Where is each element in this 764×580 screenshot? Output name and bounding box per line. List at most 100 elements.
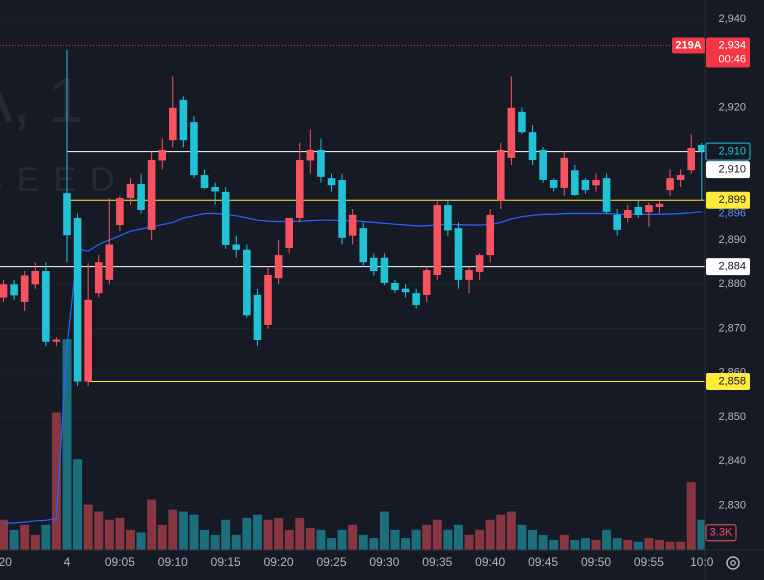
volume-bar: [485, 519, 495, 550]
price-axis: 2,9402,9202,8902,8802,8702,8602,8502,840…: [705, 13, 751, 542]
candle-body: [63, 193, 71, 236]
volume-bar: [41, 524, 51, 550]
candle-body: [158, 149, 167, 161]
candle-body: [602, 178, 611, 212]
candle-body: [454, 228, 463, 280]
volume-bar: [443, 529, 453, 550]
volume-bar: [200, 529, 210, 550]
volume-bar: [189, 514, 199, 550]
volume-bar: [274, 517, 284, 550]
candle-body: [528, 132, 537, 161]
volume-bar: [432, 519, 442, 550]
candle-body: [634, 206, 643, 215]
volume-bar: [20, 524, 30, 550]
candle-body: [359, 228, 368, 263]
volume-bar: [411, 529, 421, 550]
candle-body: [676, 175, 685, 180]
x-tick-label: :20: [0, 555, 12, 569]
watermark: A, 1: [0, 64, 84, 136]
volume-bar: [591, 539, 601, 550]
volume-bar: [136, 532, 146, 550]
volume-bar: [697, 519, 705, 550]
volume-bar: [369, 538, 379, 550]
candle-body: [496, 149, 505, 201]
candle-body: [20, 275, 29, 302]
gear-icon[interactable]: [726, 556, 740, 570]
volume-bar: [464, 534, 474, 550]
last-price: 2,910: [718, 146, 746, 158]
candle-body: [211, 187, 219, 192]
price-line-label: 2,858: [718, 375, 746, 387]
volume-bar: [475, 529, 485, 550]
volume-bar: [644, 538, 654, 550]
volume-bar: [623, 539, 633, 550]
candle-body: [433, 205, 442, 275]
y-tick-label: 2,850: [718, 411, 746, 423]
y-tick-label: 2,870: [718, 322, 746, 334]
candle-body: [666, 178, 674, 191]
volume-bar: [147, 499, 157, 550]
settings-button[interactable]: [726, 556, 740, 570]
x-tick-label: 10:0: [690, 555, 714, 569]
x-tick-label: 4: [64, 555, 71, 569]
volume-bar: [602, 529, 612, 550]
volume-bar: [559, 534, 569, 550]
x-tick-label: 09:30: [369, 555, 399, 569]
volume-bar: [580, 538, 590, 550]
plot-area: A, 1 SEED: [0, 18, 705, 550]
x-tick-label: 09:35: [422, 555, 452, 569]
volume-bar: [379, 511, 389, 550]
price-line-label: 2,884: [718, 261, 746, 273]
candle-body: [105, 244, 114, 280]
candle-body: [264, 275, 272, 325]
x-tick-label: 09:45: [528, 555, 558, 569]
candle-body: [549, 179, 558, 188]
y-tick-label: 2,840: [718, 455, 746, 467]
y-tick-label: 2,890: [718, 234, 746, 246]
watermark: SEED: [0, 161, 129, 199]
candle-body: [698, 145, 705, 152]
price-line-label: 2,910: [718, 164, 746, 176]
volume-bar: [178, 511, 188, 550]
volume-bar: [390, 529, 400, 550]
candle-body: [370, 257, 378, 272]
candle-body: [391, 282, 399, 291]
candle-body: [190, 122, 198, 176]
ma-value: 2,896: [718, 207, 746, 219]
candle-body: [422, 270, 431, 295]
candle-body: [31, 271, 40, 285]
candle-body: [518, 111, 526, 133]
last-price-box: [705, 142, 751, 161]
volume-bar: [305, 528, 315, 550]
candle-body: [116, 198, 124, 226]
volume-bar: [210, 534, 220, 550]
candle-body: [147, 160, 156, 230]
candle-body: [486, 214, 494, 256]
candle-body: [560, 157, 569, 188]
gear-icon[interactable]: [730, 560, 736, 566]
volume-tag: 3.3K: [710, 527, 733, 539]
volume-tag-box: [705, 524, 737, 542]
candle-body: [327, 178, 336, 186]
volume-bar: [83, 504, 93, 550]
volume-bar: [517, 524, 527, 550]
candle-body: [539, 149, 547, 180]
candle-body: [571, 170, 579, 195]
candle-body: [285, 217, 293, 249]
volume-bar: [73, 459, 83, 550]
volume-bar: [157, 524, 167, 550]
volume-bar: [115, 517, 125, 550]
volume-bar: [612, 538, 622, 550]
candle-body: [317, 149, 325, 177]
volume-bar: [263, 519, 273, 550]
volume-bar: [337, 529, 347, 550]
volume-bar: [104, 519, 114, 550]
volume-bar: [422, 524, 432, 550]
volume-bar: [686, 482, 696, 550]
volume-bar: [496, 514, 506, 550]
candle-body: [655, 203, 664, 207]
price-line-tag: [706, 258, 750, 276]
volume-bar: [358, 534, 368, 550]
